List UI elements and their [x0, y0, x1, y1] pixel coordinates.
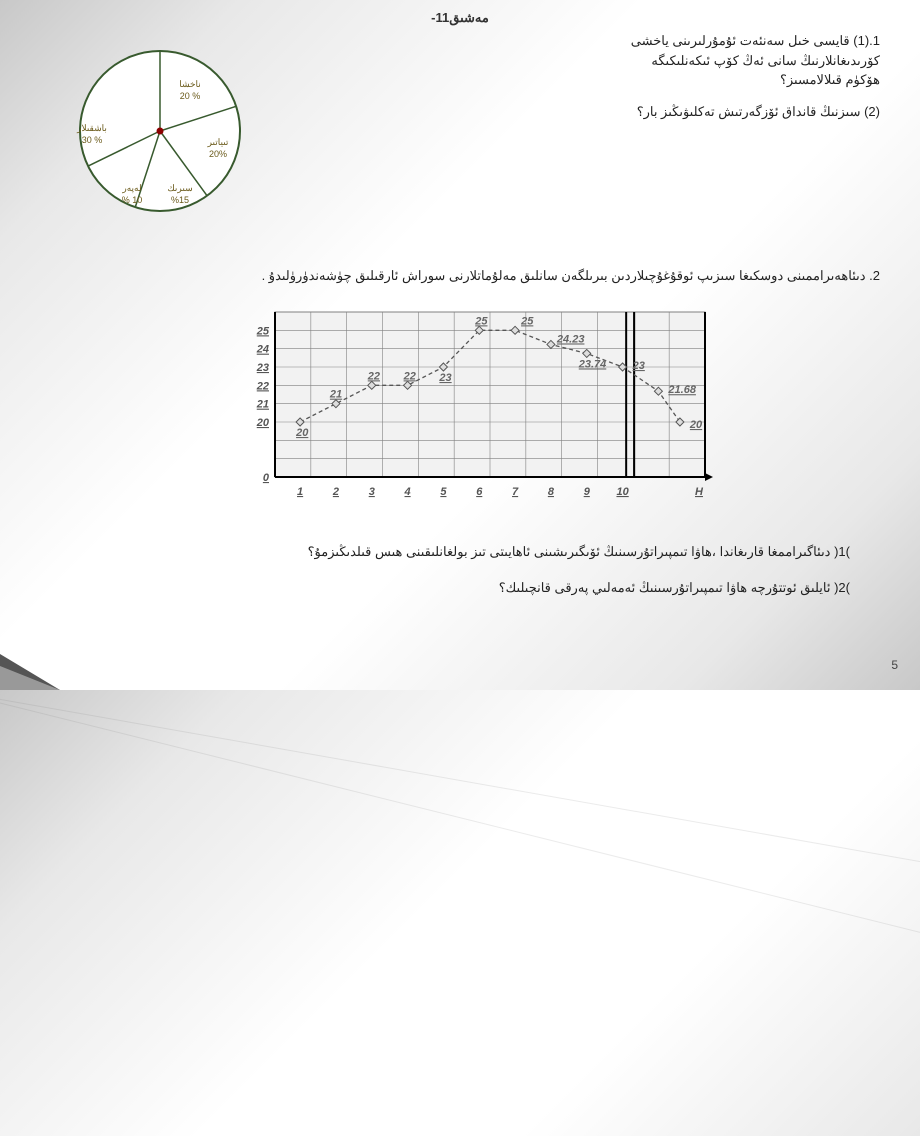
page-title: -11مەشىق — [30, 10, 890, 26]
svg-text:1: 1 — [297, 486, 303, 498]
svg-text:30 %: 30 % — [82, 135, 103, 145]
svg-text:2: 2 — [332, 486, 339, 498]
svg-text:8: 8 — [548, 486, 555, 498]
corner-decoration — [0, 654, 60, 690]
svg-text:3: 3 — [369, 486, 375, 498]
svg-text:20: 20 — [295, 427, 309, 439]
page-number: 5 — [891, 658, 898, 672]
svg-text:24.23: 24.23 — [556, 333, 585, 345]
svg-text:تىياتىر: تىياتىر — [207, 137, 229, 148]
line-chart: 252423222120012345678910H202122222325252… — [230, 302, 760, 522]
q1-line4: (2) سىزنىڭ قانداق ئۆزگەرتىش تەكلىۋىڭىز ب… — [290, 102, 880, 122]
svg-text:4: 4 — [404, 486, 411, 498]
svg-text:5: 5 — [440, 486, 447, 498]
svg-text:22: 22 — [256, 380, 269, 392]
svg-text:23: 23 — [256, 362, 269, 374]
svg-text:%15: %15 — [171, 195, 189, 205]
svg-text:25: 25 — [520, 315, 534, 327]
svg-text:20: 20 — [256, 417, 270, 429]
svg-text:ناخشا: ناخشا — [179, 79, 201, 89]
svg-text:0: 0 — [263, 472, 270, 484]
svg-text:7: 7 — [512, 486, 519, 498]
svg-text:سىرىك: سىرىك — [167, 183, 192, 194]
svg-text:لەپەر: لەپەر — [121, 183, 141, 194]
q1-line3: ھۆكۈم قىلالامسىز؟ — [290, 70, 880, 90]
q1-line1: 1.(1) قايسى خىل سەنئەت ئۇمۇرلىرىنى ياخشى — [290, 31, 880, 51]
svg-text:25: 25 — [474, 315, 488, 327]
svg-text:22: 22 — [403, 370, 416, 382]
svg-text:6: 6 — [476, 486, 483, 498]
svg-text:20%: 20% — [209, 149, 227, 159]
svg-text:H: H — [695, 486, 704, 498]
svg-text:23: 23 — [438, 372, 451, 384]
question-2-intro: 2. دىئاھەىراممىنى دوسكىغا سىزىپ ئوقۇغۇچى… — [30, 266, 890, 287]
svg-text:23.74: 23.74 — [578, 358, 607, 370]
svg-text:21: 21 — [329, 388, 342, 400]
question-2a: )1( دىئاگىراممغا قارىغاندا ،هاۋا تىمپىرا… — [30, 542, 890, 563]
svg-text:9: 9 — [584, 486, 591, 498]
svg-text:22: 22 — [367, 370, 380, 382]
svg-text:20: 20 — [689, 419, 703, 431]
question-1: 1.(1) قايسى خىل سەنئەت ئۇمۇرلىرىنى ياخشى… — [290, 31, 890, 236]
svg-text:باشقىلار: باشقىلار — [76, 123, 107, 134]
svg-text:10: 10 — [616, 486, 629, 498]
svg-text:25: 25 — [256, 325, 270, 337]
svg-text:21.68: 21.68 — [667, 384, 696, 396]
svg-text:24: 24 — [256, 343, 269, 355]
svg-text:% 10: % 10 — [122, 195, 143, 205]
svg-text:20 %: 20 % — [180, 91, 201, 101]
svg-text:23: 23 — [632, 360, 645, 372]
question-2b: )2( ئايلىق ئوتتۇرچە هاۋا تىمپىراتۇرسىنىڭ… — [30, 578, 890, 599]
pie-chart: ناخشا 20 % تىياتىر20% سىرىك%15 لەپەر% 10 باشق… — [60, 41, 270, 231]
svg-text:21: 21 — [256, 398, 269, 410]
q1-line2: كۆرىدىغانلارنىڭ سانى ئەڭ كۆپ ئىكەنلىكىگە — [290, 51, 880, 71]
